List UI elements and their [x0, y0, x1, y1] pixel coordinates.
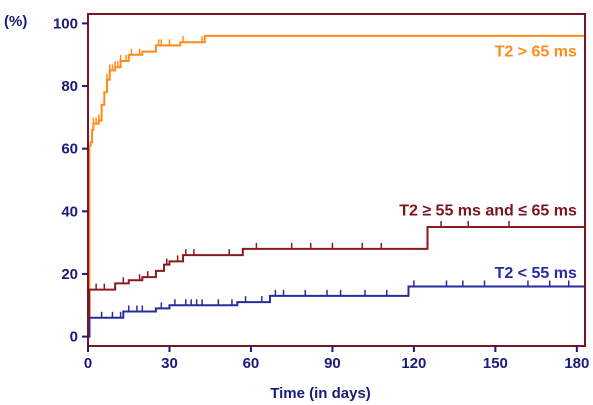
- series-0: [88, 34, 585, 338]
- x-axis: 0 30 60 90 120 150 180: [84, 346, 589, 372]
- x-tick-label: 0: [84, 355, 92, 372]
- series-label: T2 < 55 ms: [495, 265, 577, 282]
- y-tick-label: 100: [53, 15, 78, 32]
- series-line: [88, 34, 585, 338]
- series-label: T2 > 65 ms: [495, 43, 577, 60]
- y-tick-label: 40: [61, 203, 78, 220]
- series-labels: T2 > 65 ms T2 ≥ 55 ms and ≤ 65 ms T2 < 55 …: [399, 43, 577, 282]
- series-line: [88, 225, 585, 338]
- plot-marks: [88, 34, 585, 338]
- y-axis: 0 20 40 60 80 100: [53, 15, 88, 346]
- x-tick-label: 60: [243, 355, 260, 372]
- x-axis-title: Time (in days): [270, 385, 371, 402]
- y-tick-label: 60: [61, 141, 78, 158]
- y-axis-unit: (%): [4, 13, 27, 30]
- x-tick-label: 90: [324, 355, 341, 372]
- series-line: [88, 285, 585, 338]
- x-tick-label: 120: [401, 355, 426, 372]
- y-tick-label: 20: [61, 266, 78, 283]
- y-tick-label: 80: [61, 78, 78, 95]
- plot-frame: [87, 13, 586, 347]
- series-label: T2 ≥ 55 ms and ≤ 65 ms: [399, 202, 577, 219]
- x-tick-label: 30: [161, 355, 178, 372]
- x-tick-label: 180: [564, 355, 589, 372]
- x-tick-label: 150: [483, 355, 508, 372]
- series-1: [88, 220, 585, 338]
- y-tick-label: 0: [70, 329, 78, 346]
- series-2: [88, 280, 585, 338]
